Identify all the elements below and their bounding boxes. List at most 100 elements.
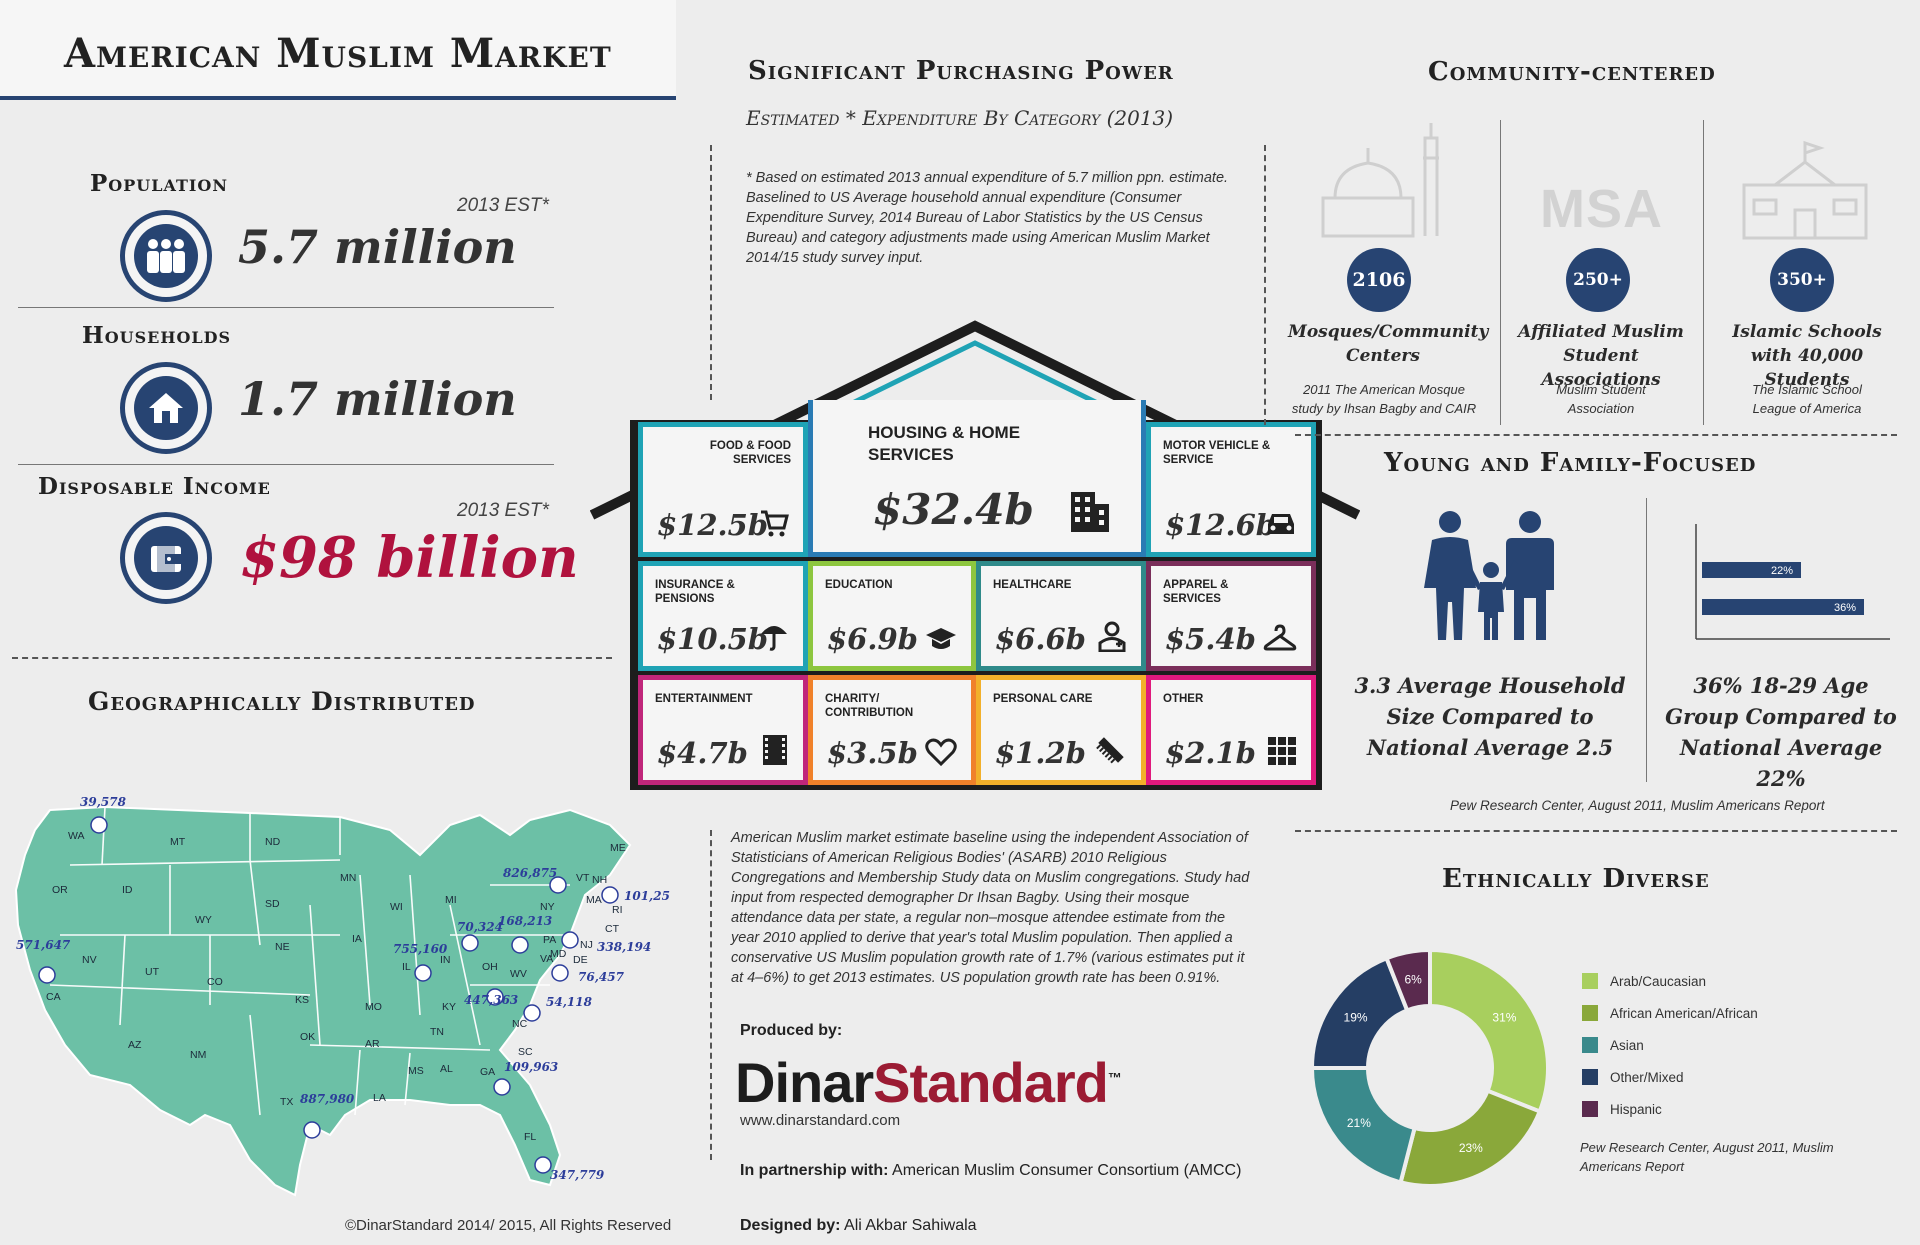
category-amount: $32.4b bbox=[873, 485, 1034, 534]
category-label: Housing & Home Services bbox=[868, 423, 1021, 464]
donut-slice bbox=[1383, 948, 1432, 1013]
svg-text:MI: MI bbox=[445, 894, 457, 906]
divider bbox=[710, 830, 712, 1160]
svg-text:571,647: 571,647 bbox=[16, 938, 71, 952]
age-bar-label: 22% bbox=[1771, 565, 1793, 577]
svg-text:447,363: 447,363 bbox=[464, 993, 518, 1007]
svg-text:VT: VT bbox=[576, 872, 590, 884]
category-amount: $12.5b bbox=[657, 508, 769, 542]
svg-text:KY: KY bbox=[442, 1001, 456, 1013]
svg-text:70,324: 70,324 bbox=[457, 920, 503, 934]
legend-label: Other/Mixed bbox=[1610, 1069, 1684, 1085]
designer-name: Ali Akbar Sahiwala bbox=[844, 1217, 977, 1234]
title-banner bbox=[0, 0, 676, 100]
svg-text:PA: PA bbox=[543, 934, 556, 946]
schools-count: 350+ bbox=[1770, 248, 1834, 312]
svg-text:MA: MA bbox=[586, 894, 602, 906]
msa-icon: MSA bbox=[1540, 179, 1663, 239]
designer-label: Designed by: bbox=[740, 1217, 841, 1234]
category-label: Healthcare bbox=[993, 579, 1072, 591]
svg-text:CA: CA bbox=[46, 991, 61, 1003]
category-housing: Housing & Home Services $32.4b bbox=[808, 400, 1146, 557]
designed-by: Designed by: Ali Akbar Sahiwala bbox=[740, 1217, 977, 1235]
svg-text:39,578: 39,578 bbox=[80, 795, 127, 809]
svg-text:ND: ND bbox=[265, 836, 281, 848]
svg-text:AL: AL bbox=[440, 1063, 453, 1075]
donut-slice-label: 23% bbox=[1459, 1141, 1483, 1155]
purchasing-subtitle: Estimated * Expenditure By Category (201… bbox=[746, 106, 1174, 130]
svg-text:NH: NH bbox=[592, 874, 607, 886]
doctor-icon bbox=[1098, 621, 1126, 652]
schools-label: Islamic Schools with 40,000 Students bbox=[1732, 322, 1882, 390]
partner-name: American Muslim Consumer Consortium (AMC… bbox=[892, 1162, 1242, 1179]
category-amount: $12.6b bbox=[1165, 508, 1277, 542]
category-amount: $3.5b bbox=[827, 736, 918, 770]
people-icon bbox=[120, 210, 212, 302]
svg-text:NE: NE bbox=[275, 941, 290, 953]
car-icon bbox=[1268, 514, 1294, 534]
wallet-icon bbox=[120, 512, 212, 604]
category-insurance: Insurance & Pensions $10.5b bbox=[638, 561, 808, 671]
age-bar bbox=[1702, 599, 1864, 615]
category-amount: $1.2b bbox=[995, 736, 1086, 770]
partnership: In partnership with: American Muslim Con… bbox=[740, 1162, 1241, 1180]
svg-text:TN: TN bbox=[430, 1026, 444, 1038]
category-label: Insurance & Pensions bbox=[655, 579, 735, 605]
svg-text:IN: IN bbox=[440, 954, 451, 966]
geo-title: Geographically Distributed bbox=[88, 687, 476, 716]
school-icon bbox=[1742, 140, 1868, 240]
category-apparel: Apparel & Services $5.4b bbox=[1146, 561, 1316, 671]
msa-label: Affiliated Muslim Student Associations bbox=[1518, 322, 1684, 390]
donut-slice bbox=[1310, 1066, 1418, 1185]
legend-item: African American/African bbox=[1582, 997, 1758, 1029]
age-bar-label: 36% bbox=[1834, 602, 1856, 614]
donut-slice-label: 6% bbox=[1404, 973, 1422, 987]
category-healthcare: Healthcare $6.6b bbox=[976, 561, 1146, 671]
svg-text:UT: UT bbox=[145, 966, 160, 978]
comb-icon bbox=[1096, 737, 1124, 764]
svg-text:76,457: 76,457 bbox=[578, 970, 625, 984]
income-value: $98 billion bbox=[240, 525, 579, 591]
svg-text:IL: IL bbox=[402, 961, 411, 973]
donut-slice-label: 31% bbox=[1492, 1010, 1516, 1024]
category-education: Education $6.9b bbox=[808, 561, 976, 671]
svg-text:168,213: 168,213 bbox=[498, 914, 552, 928]
svg-text:SD: SD bbox=[265, 898, 280, 910]
website-link[interactable]: www.dinarstandard.com bbox=[740, 1112, 901, 1129]
svg-text:RI: RI bbox=[612, 904, 623, 916]
legend-swatch bbox=[1582, 1101, 1598, 1117]
legend-label: Arab/Caucasian bbox=[1610, 973, 1707, 989]
category-label: Motor Vehicle & Service bbox=[1163, 440, 1271, 466]
svg-text:CT: CT bbox=[605, 923, 620, 935]
category-label: Entertainment bbox=[655, 693, 753, 705]
donut-slice-label: 19% bbox=[1344, 1010, 1368, 1024]
umbrella-icon bbox=[761, 626, 787, 651]
donut-slice bbox=[1428, 948, 1550, 1115]
cart-icon bbox=[761, 510, 789, 537]
svg-text:755,160: 755,160 bbox=[393, 942, 448, 956]
svg-text:ME: ME bbox=[610, 842, 626, 854]
population-est: 2013 EST* bbox=[457, 195, 549, 216]
category-charity: Charity/ Contribution $3.5b bbox=[808, 675, 976, 785]
households-label: Households bbox=[82, 322, 232, 349]
msa-source: Muslim Student Association bbox=[1556, 382, 1646, 416]
map-figures: 39,578 571,647 887,980 755,160 70,324 16… bbox=[16, 795, 670, 1182]
hanger-icon bbox=[1263, 624, 1297, 651]
category-motor: Motor Vehicle & Service $12.6b bbox=[1146, 422, 1316, 557]
graduation-cap-icon bbox=[926, 628, 956, 649]
category-amount: $6.9b bbox=[827, 622, 918, 656]
svg-text:WY: WY bbox=[195, 914, 212, 926]
family-icon bbox=[1424, 511, 1554, 640]
svg-text:WA: WA bbox=[68, 830, 85, 842]
map-markers bbox=[38, 816, 619, 1174]
households-value: 1.7 million bbox=[238, 372, 517, 426]
legend-item: Asian bbox=[1582, 1029, 1758, 1061]
legend-item: Arab/Caucasian bbox=[1582, 965, 1758, 997]
dinarstandard-logo: DinarStandard™ bbox=[735, 1050, 1122, 1115]
donut-slice bbox=[1398, 1088, 1543, 1188]
page-title: American Muslim Market bbox=[64, 30, 612, 77]
partner-label: In partnership with: bbox=[740, 1162, 889, 1179]
divider bbox=[18, 307, 554, 308]
age-bar-chart: 22% 36% bbox=[1695, 524, 1890, 640]
svg-text:NY: NY bbox=[540, 901, 555, 913]
